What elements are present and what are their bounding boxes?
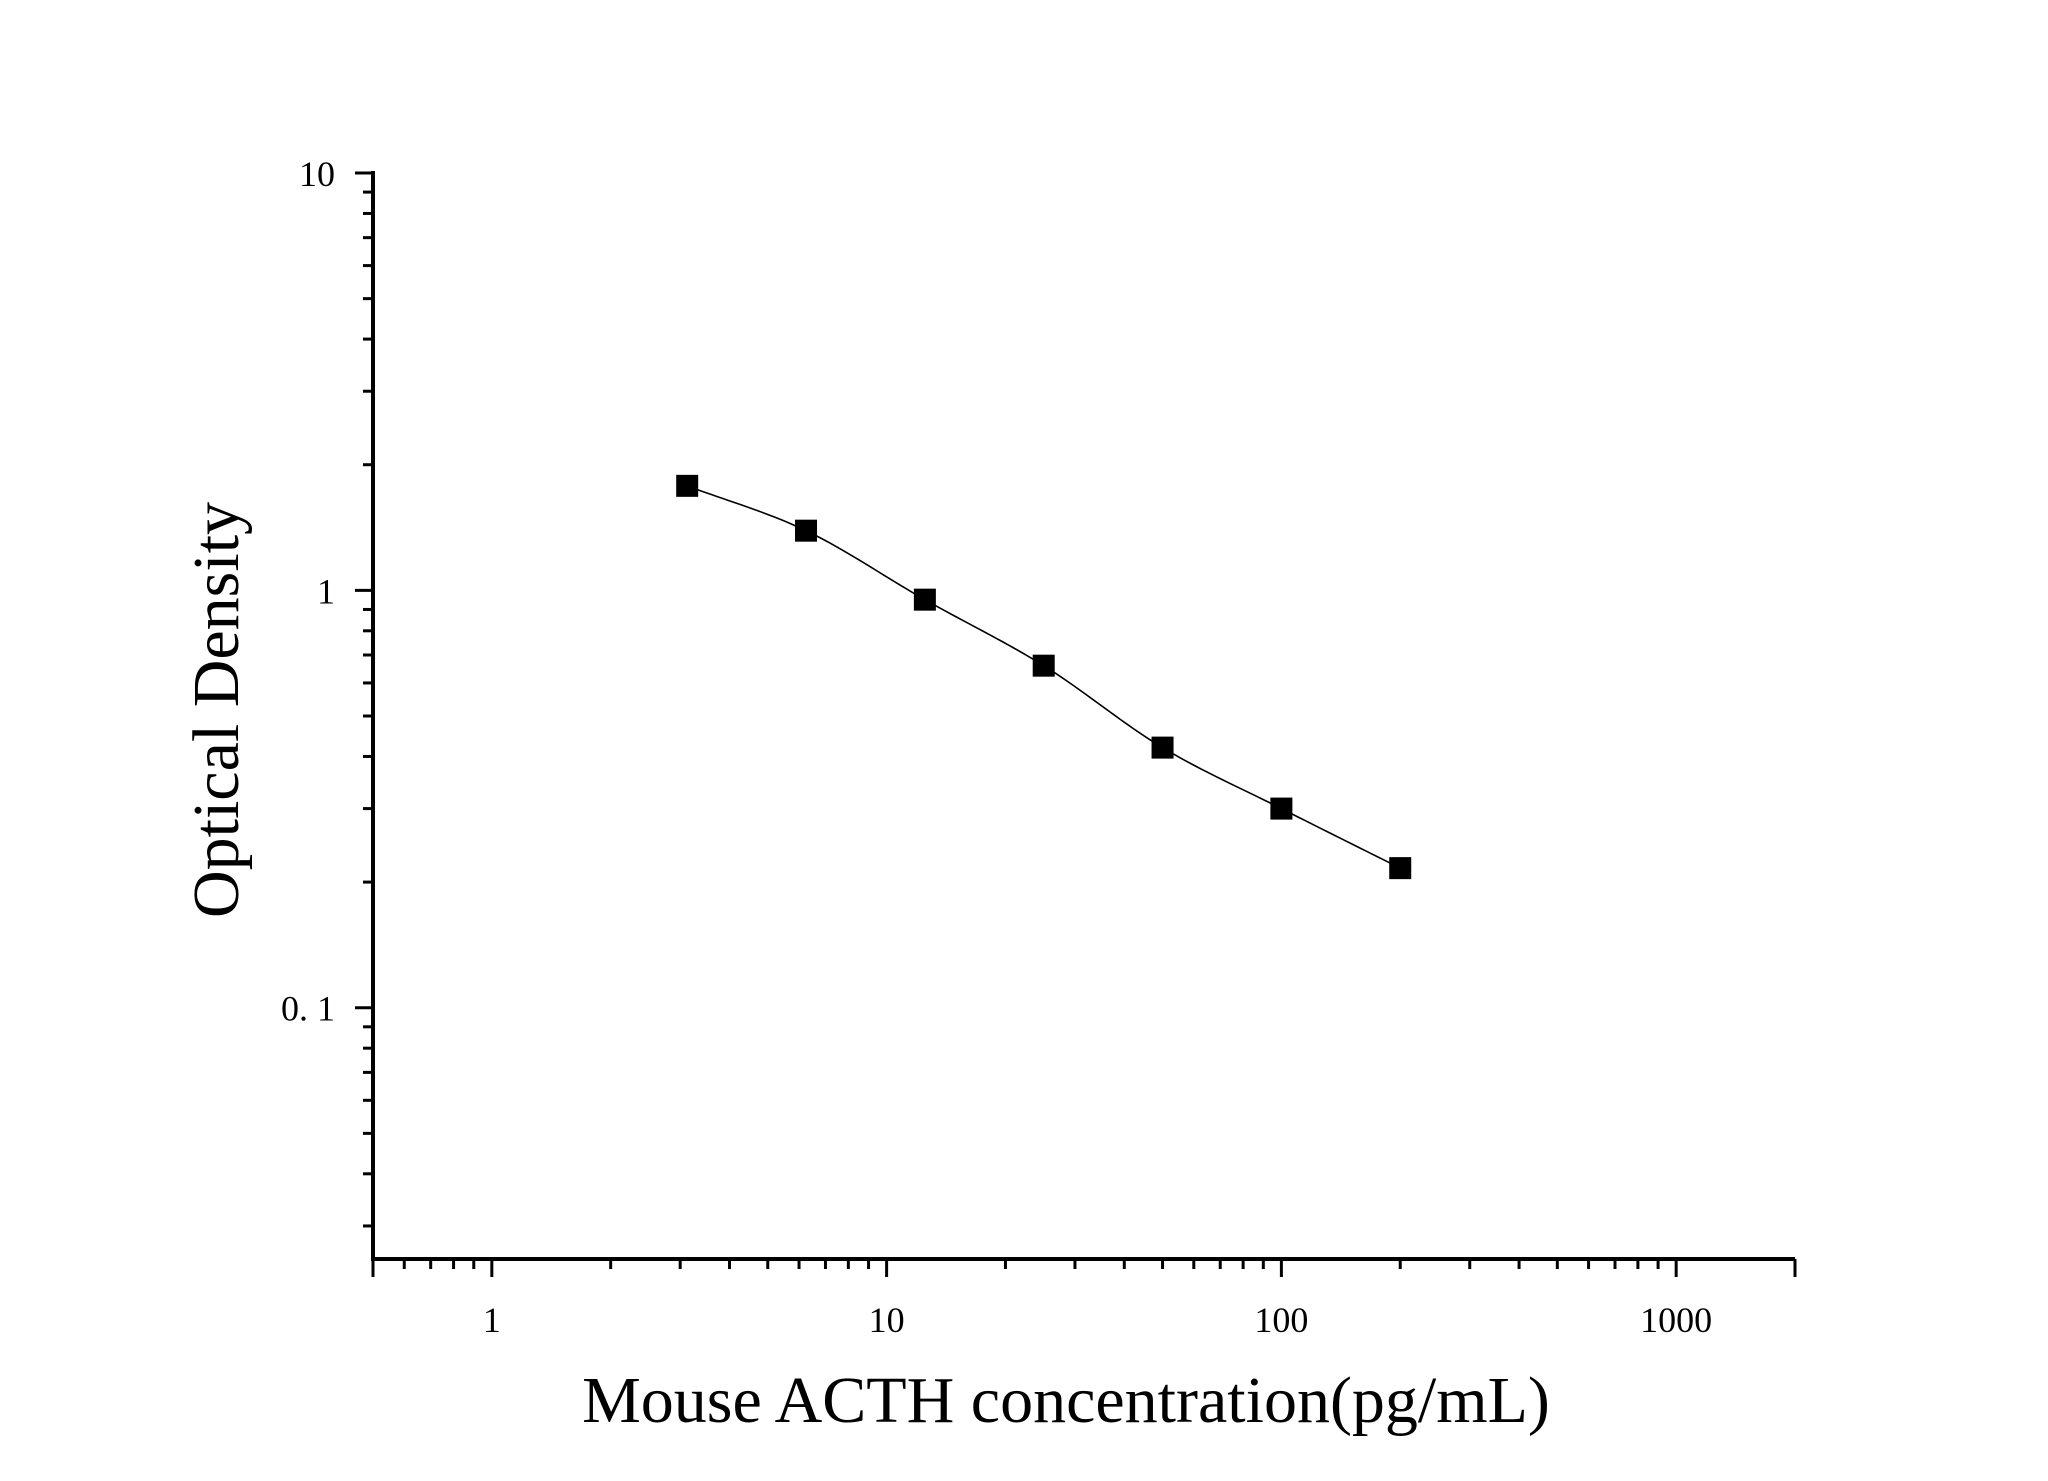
x-tick-label: 10 xyxy=(869,1300,905,1340)
x-tick-labels: 1 10 100 1000 xyxy=(483,1300,1712,1340)
y-axis-title: Optical Density xyxy=(180,502,253,918)
x-tick-label: 100 xyxy=(1254,1300,1308,1340)
y-tick-labels: 0. 1 1 10 xyxy=(281,154,335,1029)
x-axis-title: Mouse ACTH concentration(pg/mL) xyxy=(582,1364,1550,1437)
data-point xyxy=(795,519,818,542)
data-points xyxy=(676,474,1412,880)
fit-curve xyxy=(686,485,1401,869)
axis-ticks xyxy=(355,171,1797,1277)
x-tick-label: 1 xyxy=(483,1300,501,1340)
y-tick-label: 1 xyxy=(317,571,335,611)
data-point xyxy=(1151,736,1174,759)
x-tick-label: 1000 xyxy=(1640,1300,1712,1340)
data-point xyxy=(913,588,936,611)
data-point xyxy=(1032,654,1055,677)
y-tick-label: 10 xyxy=(299,154,335,194)
data-point xyxy=(676,474,699,497)
data-point xyxy=(1270,797,1293,820)
y-tick-label: 0. 1 xyxy=(281,989,335,1029)
data-point xyxy=(1389,857,1412,880)
